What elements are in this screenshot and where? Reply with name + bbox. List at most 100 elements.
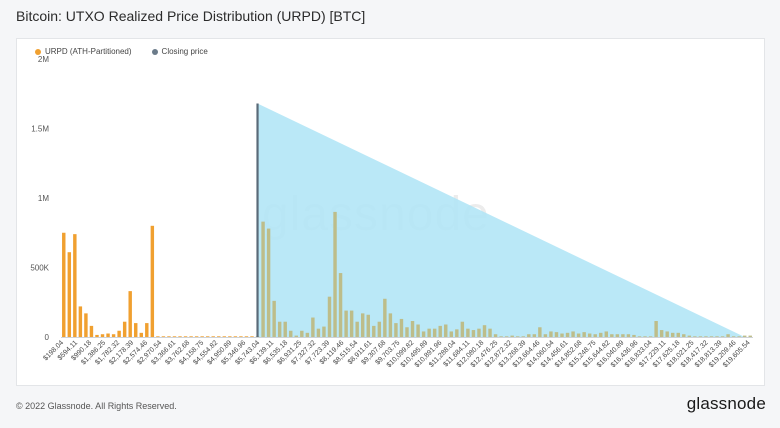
bar — [338, 273, 343, 337]
bar — [510, 335, 514, 337]
bar — [676, 332, 680, 337]
bar — [117, 330, 121, 337]
chart-canvas: 0500K1M1.5M2M$198.04$594.11$990.18$1,386… — [30, 55, 753, 369]
bar — [604, 331, 609, 337]
bar — [504, 336, 509, 337]
bar — [294, 335, 298, 337]
y-tick-label: 2M — [38, 55, 49, 64]
bar — [161, 336, 166, 337]
bar — [587, 333, 592, 337]
bar — [111, 334, 116, 337]
bar — [615, 334, 620, 337]
bar — [444, 324, 448, 337]
bar — [239, 336, 243, 337]
bar — [222, 336, 227, 337]
legend-item-urpd[interactable]: URPD (ATH-Partitioned) — [35, 47, 132, 56]
bar — [277, 321, 282, 337]
bar — [731, 336, 736, 337]
bar — [554, 332, 559, 337]
bar — [78, 306, 83, 337]
bar — [632, 334, 636, 337]
bar — [543, 334, 548, 337]
bar — [106, 333, 110, 337]
bar — [366, 314, 370, 337]
brand-logo[interactable]: glassnode — [686, 394, 766, 413]
bar — [432, 328, 437, 337]
legend-item-closing-price[interactable]: Closing price — [151, 47, 208, 56]
bar — [460, 321, 465, 337]
bar — [300, 330, 304, 337]
bar — [344, 310, 348, 337]
bar — [654, 321, 658, 337]
bar — [305, 332, 310, 337]
bar — [704, 336, 708, 337]
bar — [405, 327, 409, 337]
bar — [377, 321, 382, 337]
bar — [709, 336, 714, 337]
bar — [488, 328, 492, 337]
bar — [62, 232, 66, 337]
bar — [698, 336, 703, 337]
bar — [737, 336, 741, 337]
bar — [493, 334, 498, 337]
legend-swatch-closing — [151, 48, 158, 55]
bar — [333, 211, 337, 337]
price-area — [257, 103, 745, 337]
bar — [665, 331, 669, 337]
bar — [438, 325, 442, 337]
bar — [139, 332, 143, 337]
bar — [211, 336, 215, 337]
bar — [482, 325, 487, 337]
bar — [693, 336, 697, 337]
bar — [532, 334, 537, 337]
bar — [361, 313, 365, 337]
bar — [742, 335, 747, 337]
bar — [582, 332, 586, 337]
bar — [272, 300, 276, 337]
y-tick-label: 1M — [38, 194, 49, 203]
bar — [383, 298, 387, 337]
bar — [593, 334, 597, 337]
bar — [576, 333, 581, 337]
bar — [194, 336, 199, 337]
bar — [399, 318, 404, 337]
bar — [565, 332, 570, 337]
bar — [100, 334, 105, 337]
bar — [322, 326, 326, 337]
bar — [648, 336, 653, 337]
bar — [261, 221, 265, 337]
legend-label-closing-price: Closing price — [161, 47, 208, 56]
bar — [167, 336, 171, 337]
bar — [183, 336, 188, 337]
bar — [178, 336, 182, 337]
bar — [73, 234, 77, 337]
bar — [283, 321, 287, 337]
bar — [621, 334, 625, 337]
bar — [89, 325, 94, 337]
bar — [610, 334, 614, 337]
bar — [659, 330, 664, 337]
bar — [172, 336, 177, 337]
bar — [266, 228, 271, 337]
bar — [327, 296, 332, 337]
bar — [372, 325, 376, 337]
bar — [521, 336, 525, 337]
bar — [516, 336, 520, 337]
bar — [289, 330, 293, 337]
bar — [122, 321, 127, 337]
y-tick-label: 0 — [45, 333, 50, 342]
bar — [228, 336, 232, 337]
bar — [150, 225, 155, 337]
bar — [84, 313, 88, 337]
bar — [316, 328, 321, 337]
bar — [416, 324, 420, 337]
bar — [527, 334, 531, 337]
bar — [205, 336, 210, 337]
bar — [200, 336, 204, 337]
bar — [682, 334, 686, 337]
bar — [477, 328, 481, 337]
bar — [95, 334, 99, 337]
bar — [311, 317, 315, 337]
copyright-text: © 2022 Glassnode. All Rights Reserved. — [16, 401, 177, 411]
bar — [244, 336, 249, 337]
